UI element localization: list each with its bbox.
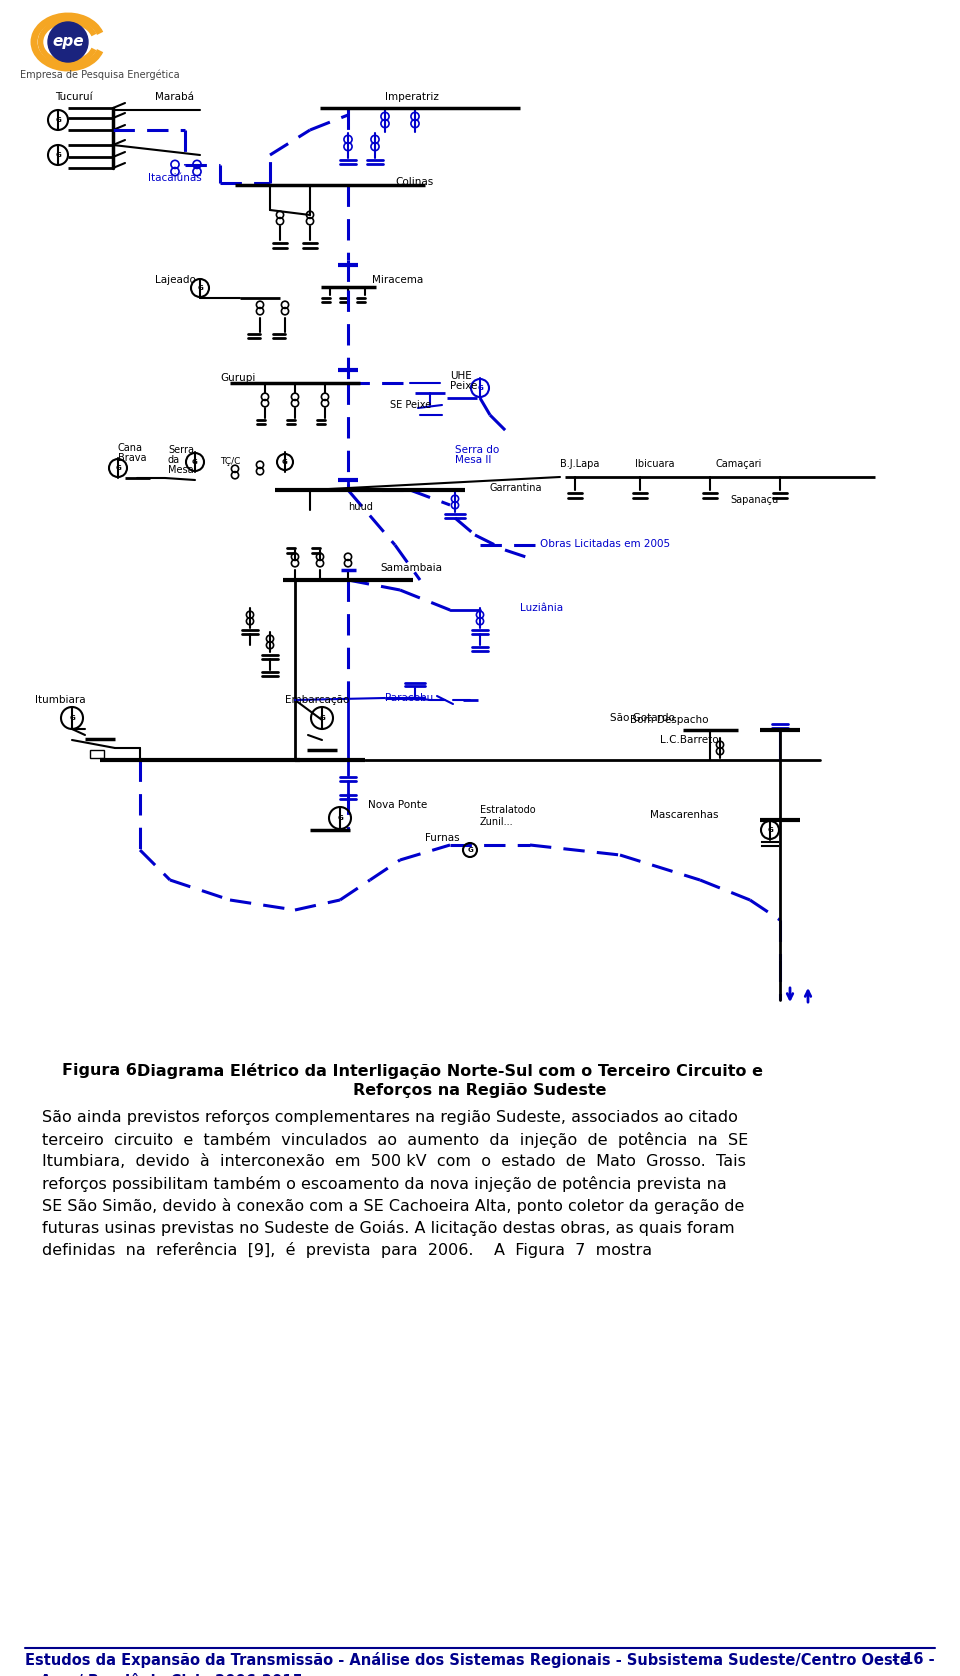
Text: Mesa: Mesa xyxy=(168,464,194,474)
Text: Cana: Cana xyxy=(118,442,143,453)
Text: Furnas: Furnas xyxy=(425,833,460,843)
Text: Figura 6.: Figura 6. xyxy=(62,1063,143,1078)
Text: G: G xyxy=(468,846,473,853)
Text: SE Peixe: SE Peixe xyxy=(390,401,431,411)
Text: Ibicuara: Ibicuara xyxy=(635,459,675,469)
Text: G: G xyxy=(69,716,75,721)
Text: Camaçari: Camaçari xyxy=(715,459,761,469)
Text: G: G xyxy=(192,459,198,464)
Text: terceiro  circuito  e  também  vinculados  ao  aumento  da  injeção  de  potênci: terceiro circuito e também vinculados ao… xyxy=(42,1131,748,1148)
Text: G: G xyxy=(55,153,60,158)
Circle shape xyxy=(48,22,88,62)
Text: Estralatodo: Estralatodo xyxy=(480,804,536,815)
Text: G: G xyxy=(282,459,288,464)
Text: Mesa II: Mesa II xyxy=(455,454,492,464)
Text: G: G xyxy=(767,826,773,833)
Text: Brava: Brava xyxy=(118,453,147,463)
Text: Garrantina: Garrantina xyxy=(490,483,542,493)
Text: da: da xyxy=(168,454,180,464)
Text: Serra: Serra xyxy=(168,446,194,454)
Text: Nova Ponte: Nova Ponte xyxy=(368,799,427,810)
Text: São Gotardo: São Gotardo xyxy=(610,712,675,722)
Text: - 16 -: - 16 - xyxy=(893,1653,935,1668)
Text: G: G xyxy=(115,464,121,471)
Text: São ainda previstos reforços complementares na região Sudeste, associados ao cit: São ainda previstos reforços complementa… xyxy=(42,1110,738,1125)
Text: reforços possibilitam também o escoamento da nova injeção de potência prevista n: reforços possibilitam também o escoament… xyxy=(42,1177,727,1192)
Text: Estudos da Expansão da Transmissão - Análise dos Sistemas Regionais - Subsistema: Estudos da Expansão da Transmissão - Aná… xyxy=(25,1653,910,1676)
Text: Itumbiara: Itumbiara xyxy=(35,696,85,706)
Text: Lajeado: Lajeado xyxy=(155,275,196,285)
Text: Embarcação: Embarcação xyxy=(285,696,349,706)
Text: Zunil...: Zunil... xyxy=(480,816,514,826)
Text: L.C.Barreto: L.C.Barreto xyxy=(660,736,719,746)
Text: G: G xyxy=(55,117,60,122)
Text: epe: epe xyxy=(52,35,84,50)
Text: Diagrama Elétrico da Interligação Norte-Sul com o Terceiro Circuito e: Diagrama Elétrico da Interligação Norte-… xyxy=(137,1063,763,1079)
Text: futuras usinas previstas no Sudeste de Goiás. A licitação destas obras, as quais: futuras usinas previstas no Sudeste de G… xyxy=(42,1220,734,1235)
Text: Paracebu: Paracebu xyxy=(385,692,433,702)
Text: B.J.Lapa: B.J.Lapa xyxy=(560,459,599,469)
Text: UHE: UHE xyxy=(450,370,471,380)
Text: Miracema: Miracema xyxy=(372,275,423,285)
Text: Luziânia: Luziânia xyxy=(520,603,564,613)
Text: Peixe: Peixe xyxy=(450,380,477,391)
Text: Colinas: Colinas xyxy=(395,178,433,188)
Text: Bom Despacho: Bom Despacho xyxy=(630,716,708,726)
Text: Marabá: Marabá xyxy=(155,92,194,102)
Text: Samambaia: Samambaia xyxy=(380,563,442,573)
Text: Mascarenhas: Mascarenhas xyxy=(650,810,718,820)
Text: G: G xyxy=(197,285,203,292)
Text: G: G xyxy=(477,385,483,391)
Text: G: G xyxy=(319,716,324,721)
Text: Gurupi: Gurupi xyxy=(220,374,255,384)
Text: Tucuruí: Tucuruí xyxy=(55,92,92,102)
Text: G: G xyxy=(337,815,343,821)
Text: TÇ/C: TÇ/C xyxy=(220,458,240,466)
Text: Itacaiúnas: Itacaiúnas xyxy=(148,173,202,183)
Text: Reforços na Região Sudeste: Reforços na Região Sudeste xyxy=(353,1083,607,1098)
Text: Sapanaçu: Sapanaçu xyxy=(730,494,779,504)
Text: Itumbiara,  devido  à  interconexão  em  500 kV  com  o  estado  de  Mato  Gross: Itumbiara, devido à interconexão em 500 … xyxy=(42,1155,746,1168)
Text: definidas  na  referência  [9],  é  prevista  para  2006.    A  Figura  7  mostr: definidas na referência [9], é prevista … xyxy=(42,1242,652,1259)
Text: huud: huud xyxy=(348,503,372,511)
Text: SE São Simão, devido à conexão com a SE Cachoeira Alta, ponto coletor da geração: SE São Simão, devido à conexão com a SE … xyxy=(42,1198,744,1213)
Bar xyxy=(90,749,104,758)
Text: Serra do: Serra do xyxy=(455,446,499,454)
Text: Obras Licitadas em 2005: Obras Licitadas em 2005 xyxy=(540,540,670,550)
Text: Imperatriz: Imperatriz xyxy=(385,92,439,102)
Text: Empresa de Pesquisa Energética: Empresa de Pesquisa Energética xyxy=(20,70,180,80)
